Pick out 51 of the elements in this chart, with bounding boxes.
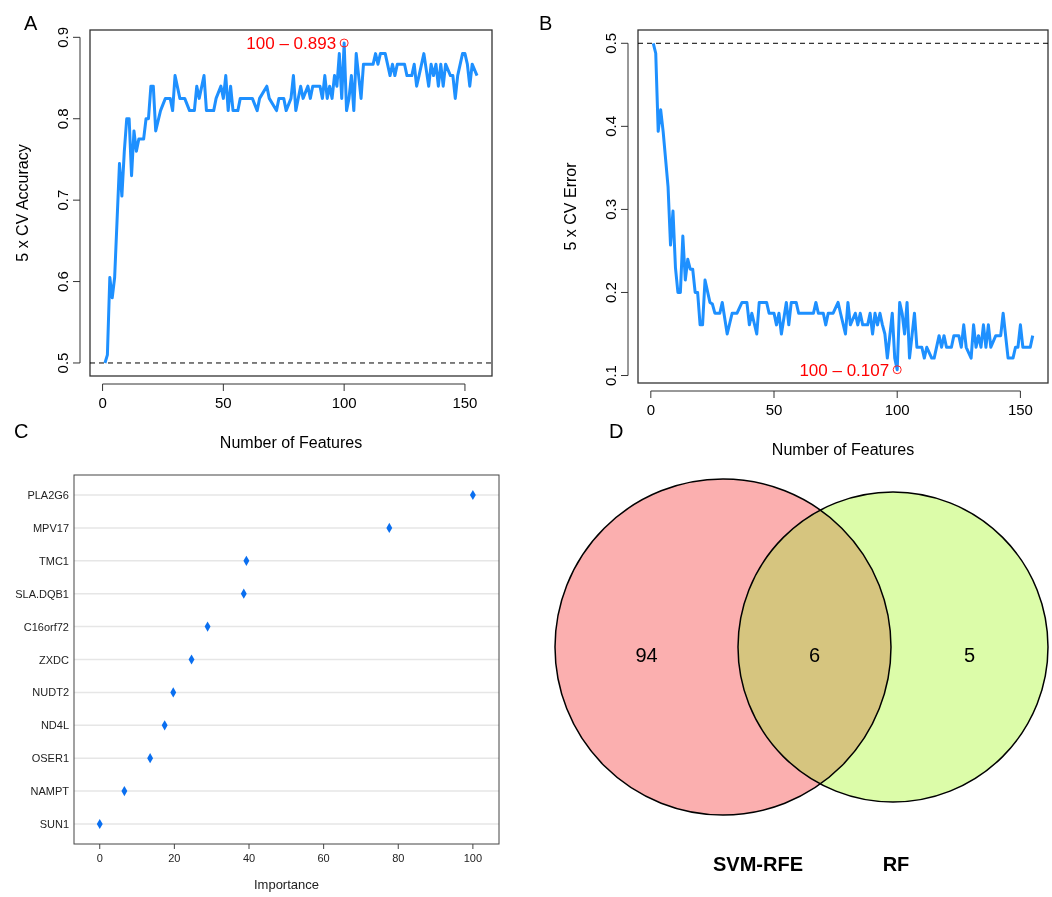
category-label: SVM-RFE [713,853,803,875]
y-tick-label: ZXDC [39,653,70,666]
x-tick-label: 150 [452,394,478,411]
data-label: 5 [963,644,976,666]
y-tick-label: C16orf72 [23,620,69,633]
y-tick-label: 0.8 [54,108,71,130]
y-tick-label: NAMPT [30,785,70,798]
x-tick-label: 100 [463,852,483,864]
y-tick-label: MPV17 [32,521,69,534]
category-label: RF [882,853,910,875]
text: B [539,12,553,34]
y-axis-title: 5 x CV Accuracy [14,144,31,262]
y-tick-label: 0.7 [54,189,71,211]
x-tick-label: 50 [765,401,783,418]
x-tick-label: 100 [884,401,910,418]
data-label: 94 [635,644,658,666]
y-tick-label: PLA2G6 [27,489,69,501]
y-tick-label: TMC1 [39,554,69,567]
x-tick-label: 100 [331,394,357,411]
y-tick-label: OSER1 [31,752,69,765]
text: D [609,420,624,442]
text: A [24,12,38,34]
data-label: 6 [808,644,821,666]
x-tick-label: 150 [1007,401,1033,418]
x-tick-label: 60 [317,852,330,864]
x-tick-label: 0 [96,852,103,864]
x-tick-label: 20 [168,852,181,864]
x-tick-label: 0 [98,394,107,411]
y-tick-label: 0.2 [602,282,619,303]
y-tick-label: ND4L [40,719,69,732]
text: C [14,420,29,442]
y-tick-label: 0.6 [54,271,71,292]
y-tick-label: 0.1 [602,365,619,386]
y-tick-label: 0.4 [602,115,619,137]
x-tick-label: 0 [646,401,655,418]
y-tick-label: NUDT2 [32,686,69,699]
x-axis-title: Number of Features [219,434,363,451]
y-tick-label: 0.5 [54,352,71,374]
y-tick-label: 0.5 [602,32,619,54]
y-axis-title: 5 x CV Error [562,161,579,251]
x-axis-title: Importance [253,877,320,892]
y-tick-label: 0.3 [602,198,619,220]
annotation: 100 – 0.107 [799,360,890,380]
x-tick-label: 50 [215,394,232,411]
y-tick-label: SUN1 [39,818,69,830]
x-tick-label: 40 [242,852,256,864]
y-tick-label: 0.9 [54,26,71,48]
annotation: 100 – 0.893 [246,34,337,54]
x-axis-title: Number of Features [771,441,915,458]
x-tick-label: 80 [392,852,405,864]
y-tick-label: SLA.DQB1 [15,587,69,600]
